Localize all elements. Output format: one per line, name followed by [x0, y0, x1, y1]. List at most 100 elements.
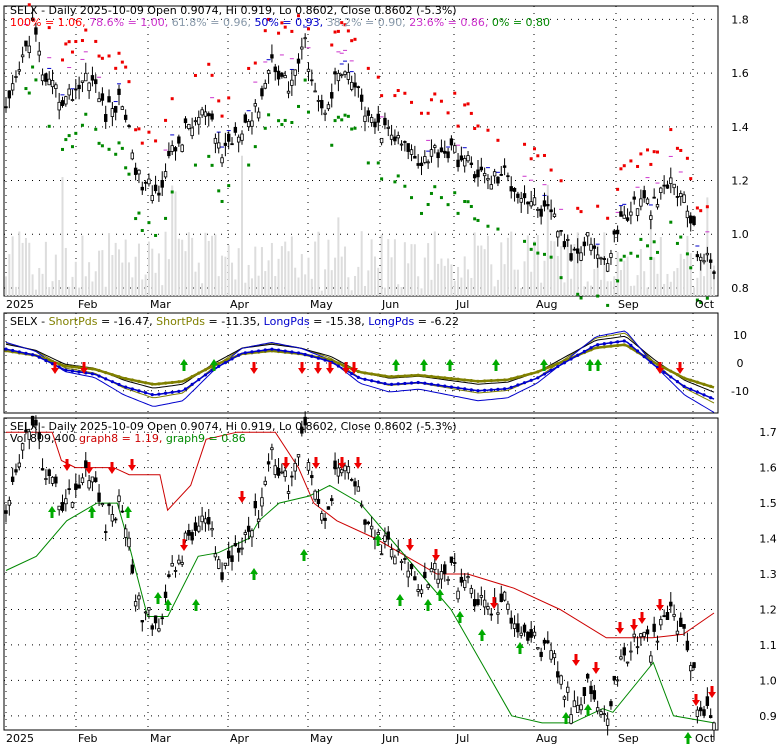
signal-panel-title: SELX - Daily 2025-10-09 Open 0.9074, Hi …: [10, 420, 457, 433]
oscillator-dot: [429, 382, 434, 386]
support-marker: [496, 227, 500, 231]
volume-bar: [423, 257, 426, 296]
oscillator-dot: [489, 388, 493, 392]
volume-bar: [693, 287, 696, 296]
x-tick-label: 2025: [6, 732, 34, 745]
resistance-marker: [549, 168, 553, 172]
candle-body: [123, 528, 128, 538]
candle-body: [569, 714, 573, 724]
oscillator-dot: [489, 379, 493, 383]
oscillator-legend-entry: ShortPds: [49, 315, 101, 328]
down-arrow: [692, 694, 700, 706]
volume-bar: [383, 287, 386, 296]
volume-bar: [108, 233, 111, 296]
support-marker: [685, 252, 689, 256]
down-arrow: [282, 457, 290, 469]
candle-body: [652, 623, 656, 632]
candle-body: [74, 483, 78, 490]
volume-bar: [613, 276, 616, 296]
candle-body: [34, 419, 38, 426]
up-arrow: [562, 712, 570, 724]
volume-bar: [51, 281, 54, 296]
support-marker: [376, 161, 380, 165]
support-marker: [164, 216, 168, 220]
oscillator-dot: [423, 381, 427, 385]
candle-body: [190, 532, 194, 541]
candle-body: [40, 468, 45, 471]
support-marker: [343, 113, 347, 117]
oscillator-dot: [4, 347, 8, 351]
oscillator-dot: [70, 365, 75, 369]
down-arrow: [572, 654, 580, 666]
volume-bar: [334, 257, 337, 296]
support-marker: [366, 161, 370, 165]
volume-bar: [370, 239, 373, 296]
oscillator-dot: [124, 385, 128, 389]
resistance-marker: [639, 152, 643, 156]
candle-body: [669, 601, 673, 607]
candle-body: [359, 504, 364, 507]
volume-bar: [327, 239, 330, 296]
candle-body: [615, 229, 620, 235]
price-x-ticks: 2025 Feb Mar Apr May Jun Jul Aug Sep Oct: [6, 298, 715, 311]
volume-bar: [174, 191, 177, 296]
support-marker: [639, 237, 643, 241]
candle-body: [649, 215, 653, 220]
candle-body: [87, 82, 91, 92]
fib-legend-entry: 0% = 0.80: [492, 16, 550, 29]
support-marker: [652, 240, 656, 244]
candle-body: [629, 211, 633, 216]
candle-body: [429, 568, 434, 573]
volume-bar: [460, 277, 463, 296]
volume-bar: [387, 239, 390, 296]
volume-bar: [191, 237, 194, 296]
candle-body: [602, 713, 607, 716]
oscillator-dot: [90, 367, 95, 371]
oscillator-dot: [416, 373, 420, 377]
candle-body: [403, 141, 407, 143]
down-arrow: [238, 491, 246, 503]
up-arrow: [154, 592, 162, 604]
candle-body: [536, 208, 540, 211]
candle-body: [436, 578, 440, 584]
oscillator-legend-entry: LongPds: [264, 315, 313, 328]
candle-body: [157, 628, 161, 632]
candle-body: [625, 661, 630, 664]
volume-bar: [440, 258, 443, 296]
candle-body: [207, 113, 211, 117]
candle-body: [143, 611, 148, 614]
volume-bar: [287, 251, 290, 296]
candle-body: [14, 469, 18, 473]
resistance-marker: [283, 25, 287, 29]
price-panel-title: SELX - Daily 2025-10-09 Open 0.9074, Hi …: [10, 4, 457, 17]
y-tick-label: 1.0: [759, 674, 777, 687]
oscillator-dot: [356, 369, 360, 374]
candle-body: [243, 532, 248, 535]
support-marker: [134, 217, 138, 221]
oscillator-dot: [609, 344, 613, 348]
candle-body: [236, 547, 241, 553]
candle-body: [20, 443, 25, 451]
volume-bar: [290, 236, 293, 296]
candle-body: [117, 88, 121, 95]
volume-bar: [526, 235, 529, 296]
signal-y-ticks: 1.7 1.6 1.5 1.4 1.3 1.2 1.1 1.0 0.9: [759, 426, 777, 723]
y-tick-label: 1.6: [759, 462, 777, 475]
candle-body: [692, 662, 696, 669]
candle-body: [123, 114, 128, 120]
volume-bar: [520, 288, 523, 296]
oscillator-dot: [70, 369, 75, 373]
y-tick-label: 1.4: [731, 121, 749, 134]
volume-bar: [656, 273, 659, 296]
resistance-marker: [486, 128, 490, 132]
support-marker: [267, 113, 271, 117]
candle-body: [220, 157, 224, 164]
oscillator-dot: [629, 346, 633, 350]
candle-body: [273, 465, 277, 475]
volume-bar: [300, 254, 303, 296]
candle-body: [340, 469, 344, 474]
volume-bar: [713, 265, 715, 296]
candle-body: [679, 617, 683, 627]
oscillator-dot: [24, 351, 28, 355]
oscillator-dot: [622, 343, 626, 347]
